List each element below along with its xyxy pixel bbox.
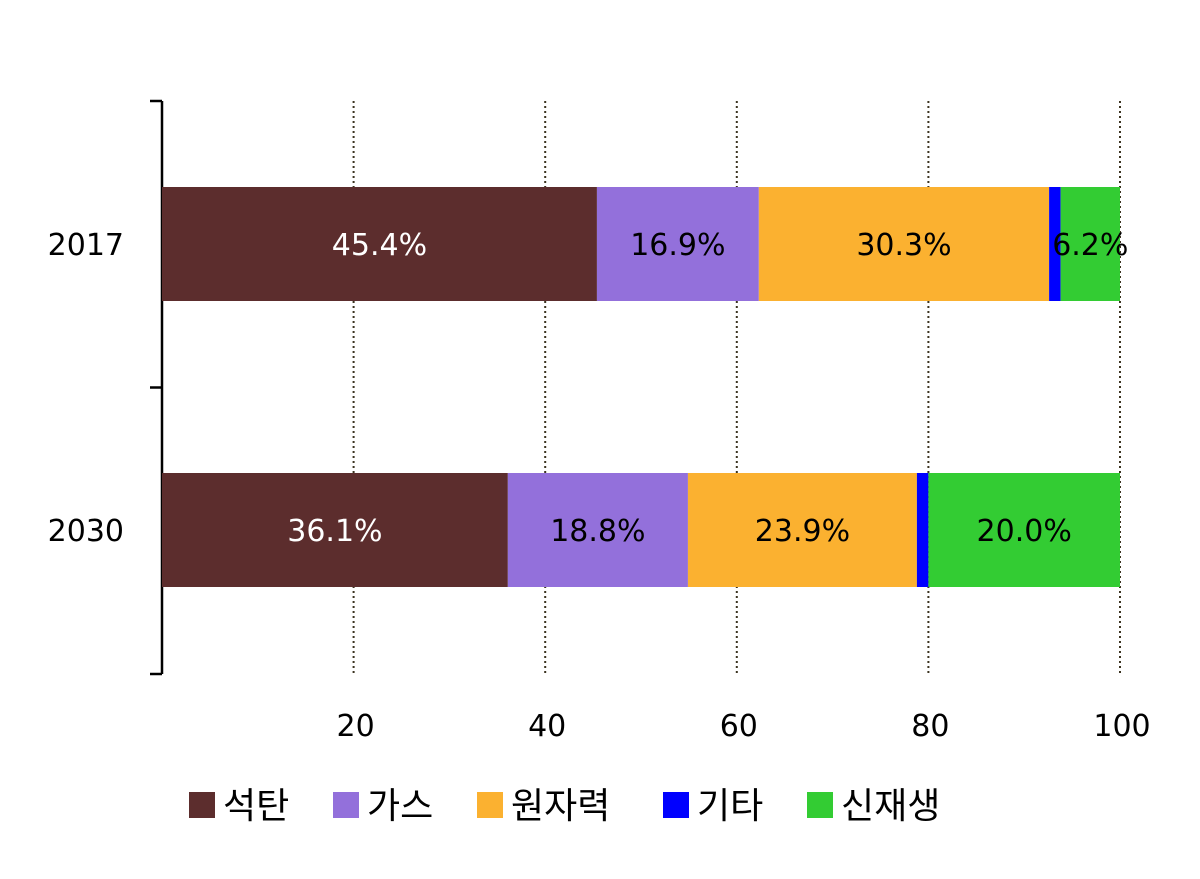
x-tick-label: 80 bbox=[911, 709, 949, 744]
data-label: 36.1% bbox=[287, 514, 382, 549]
data-label: 20.0% bbox=[977, 514, 1072, 549]
legend-swatch bbox=[807, 792, 833, 818]
legend-label: 석탄 bbox=[223, 786, 289, 827]
bar-segment bbox=[758, 187, 1050, 301]
bar-segment bbox=[1049, 187, 1061, 301]
data-label: 6.2% bbox=[1052, 228, 1128, 263]
bar-segment bbox=[162, 187, 597, 301]
legend: 석탄 가스 원자력 기타 신재생 bbox=[189, 786, 940, 827]
legend-label: 원자력 bbox=[511, 786, 610, 827]
data-label: 16.9% bbox=[630, 228, 725, 263]
gridlines bbox=[352, 101, 1121, 674]
bar-segment bbox=[507, 473, 688, 587]
category-label: 2030 bbox=[48, 514, 124, 549]
y-axis bbox=[150, 99, 164, 676]
category-label: 2017 bbox=[48, 228, 124, 263]
bar-segment bbox=[928, 473, 1120, 587]
x-tick-label: 20 bbox=[337, 709, 375, 744]
legend-swatch bbox=[189, 792, 215, 818]
legend-swatch bbox=[333, 792, 359, 818]
data-label: 23.9% bbox=[755, 514, 850, 549]
data-label: 18.8% bbox=[550, 514, 645, 549]
bar-segment bbox=[596, 187, 759, 301]
category-labels: 2017 2030 bbox=[48, 228, 124, 549]
x-tick-labels: 20 40 60 80 100 bbox=[337, 709, 1151, 744]
data-label: 30.3% bbox=[856, 228, 951, 263]
data-label: 45.4% bbox=[332, 228, 427, 263]
legend-label: 가스 bbox=[367, 786, 433, 827]
x-tick-label: 100 bbox=[1093, 709, 1150, 744]
bar-segment bbox=[687, 473, 917, 587]
bar-segment bbox=[1060, 187, 1120, 301]
legend-swatch bbox=[477, 792, 503, 818]
legend-label: 기타 bbox=[697, 786, 763, 827]
bar-segment bbox=[162, 473, 508, 587]
bar-segment bbox=[916, 473, 929, 587]
x-tick-label: 60 bbox=[720, 709, 758, 744]
bars: 45.4% 16.9% 30.3% 6.2% 36.1% 18.8% 23.9% 20.0% bbox=[162, 187, 1128, 587]
legend-swatch bbox=[663, 792, 689, 818]
legend-label: 신재생 bbox=[841, 786, 940, 827]
x-tick-label: 40 bbox=[528, 709, 566, 744]
